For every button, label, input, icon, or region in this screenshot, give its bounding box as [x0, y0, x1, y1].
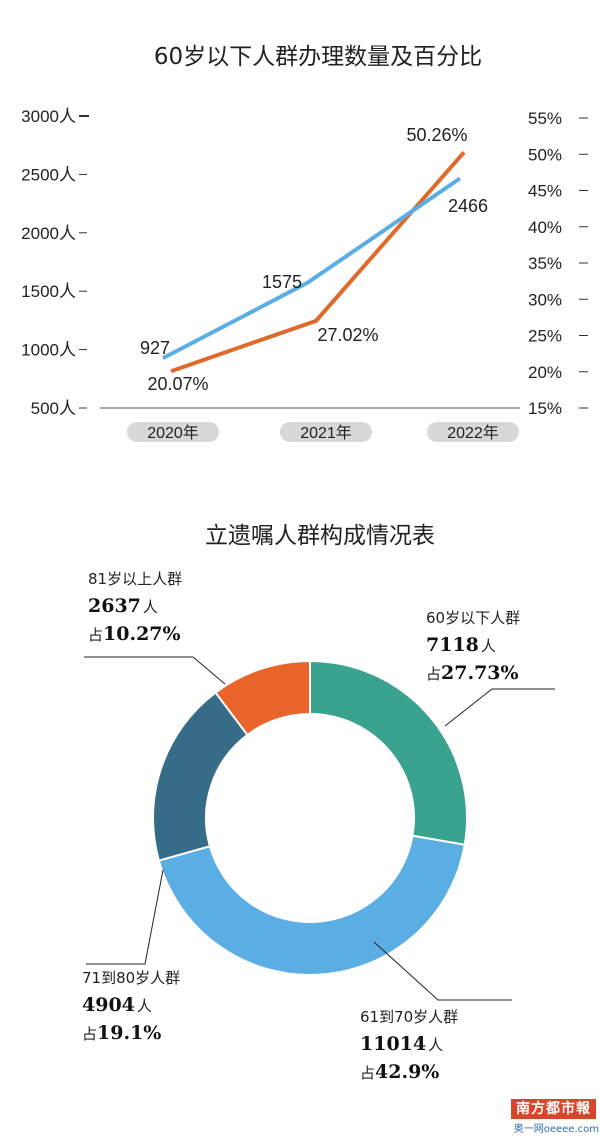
slice-count-label: 11014 人	[360, 1033, 443, 1055]
y-right-tick-label: 45%	[528, 182, 562, 201]
x-category-label: 2021年	[300, 424, 352, 442]
slice-group-label: 60岁以下人群	[426, 609, 520, 627]
y-right-tick-label: 55%	[528, 109, 562, 128]
slice-count-label: 2637 人	[88, 595, 158, 617]
count-data-label: 927	[140, 338, 170, 358]
line-chart: 500人 1000人 1500人 2000人 2500人 3000人 15% 20% 25% 30…	[21, 107, 588, 442]
y-right-tick-label: 35%	[528, 254, 562, 273]
slice-group-label: 81岁以上人群	[88, 570, 182, 588]
y-left-tick-label: 2000人	[21, 224, 76, 243]
donut-slice	[152, 691, 249, 862]
x-category-pill	[427, 422, 519, 442]
slice-count-label: 7118 人	[426, 634, 496, 656]
y-right-tick-label: 40%	[528, 218, 562, 237]
slice-leader-line	[86, 869, 164, 965]
slice-leader-line	[373, 941, 512, 1001]
line-chart-title: 60岁以下人群办理数量及百分比	[154, 44, 482, 70]
slice-percent-label: 占42.9%	[360, 1061, 439, 1083]
slice-group-label: 61到70岁人群	[360, 1008, 458, 1026]
series-count-line	[162, 176, 462, 360]
y-left-tick-label: 2500人	[21, 165, 76, 184]
slice-percent-label: 占10.27%	[88, 623, 181, 645]
pie-chart-title: 立遗嘱人群构成情况表	[205, 523, 435, 549]
percent-data-label: 50.26%	[406, 125, 467, 145]
percent-data-label: 20.07%	[147, 374, 208, 394]
slice-leader-line	[444, 688, 555, 727]
percent-data-label: 27.02%	[317, 325, 378, 345]
y-right-tick-label: 30%	[528, 290, 562, 309]
y-right-tick-label: 15%	[528, 399, 562, 418]
y-right-tick-label: 25%	[528, 327, 562, 346]
x-category-pill	[280, 422, 372, 442]
count-data-label: 2466	[448, 196, 488, 216]
slice-leader-line	[84, 656, 226, 685]
x-category-pill	[127, 422, 219, 442]
donut-slice	[214, 659, 311, 737]
y-right-tick-label: 50%	[528, 145, 562, 164]
y-right-tick-label: 20%	[528, 363, 562, 382]
slice-percent-label: 占27.73%	[426, 662, 519, 684]
slice-percent-label: 占19.1%	[82, 1022, 161, 1044]
y-left-tick-label: 1500人	[21, 282, 76, 301]
y-left-tick-label: 3000人	[21, 107, 76, 126]
count-data-label: 1575	[262, 272, 302, 292]
donut-slice	[309, 659, 468, 846]
website-watermark: 奥一网oeeee.com	[513, 1124, 599, 1135]
x-category-label: 2020年	[147, 424, 199, 442]
slice-count-label: 4904 人	[82, 994, 152, 1016]
y-left-tick-label: 1000人	[21, 341, 76, 360]
x-category-label: 2022年	[447, 424, 499, 442]
slice-group-label: 71到80岁人群	[82, 969, 180, 987]
newspaper-logo: 南方都市報	[511, 1099, 596, 1119]
donut-slice	[157, 834, 466, 976]
y-left-tick-label: 500人	[31, 399, 76, 418]
